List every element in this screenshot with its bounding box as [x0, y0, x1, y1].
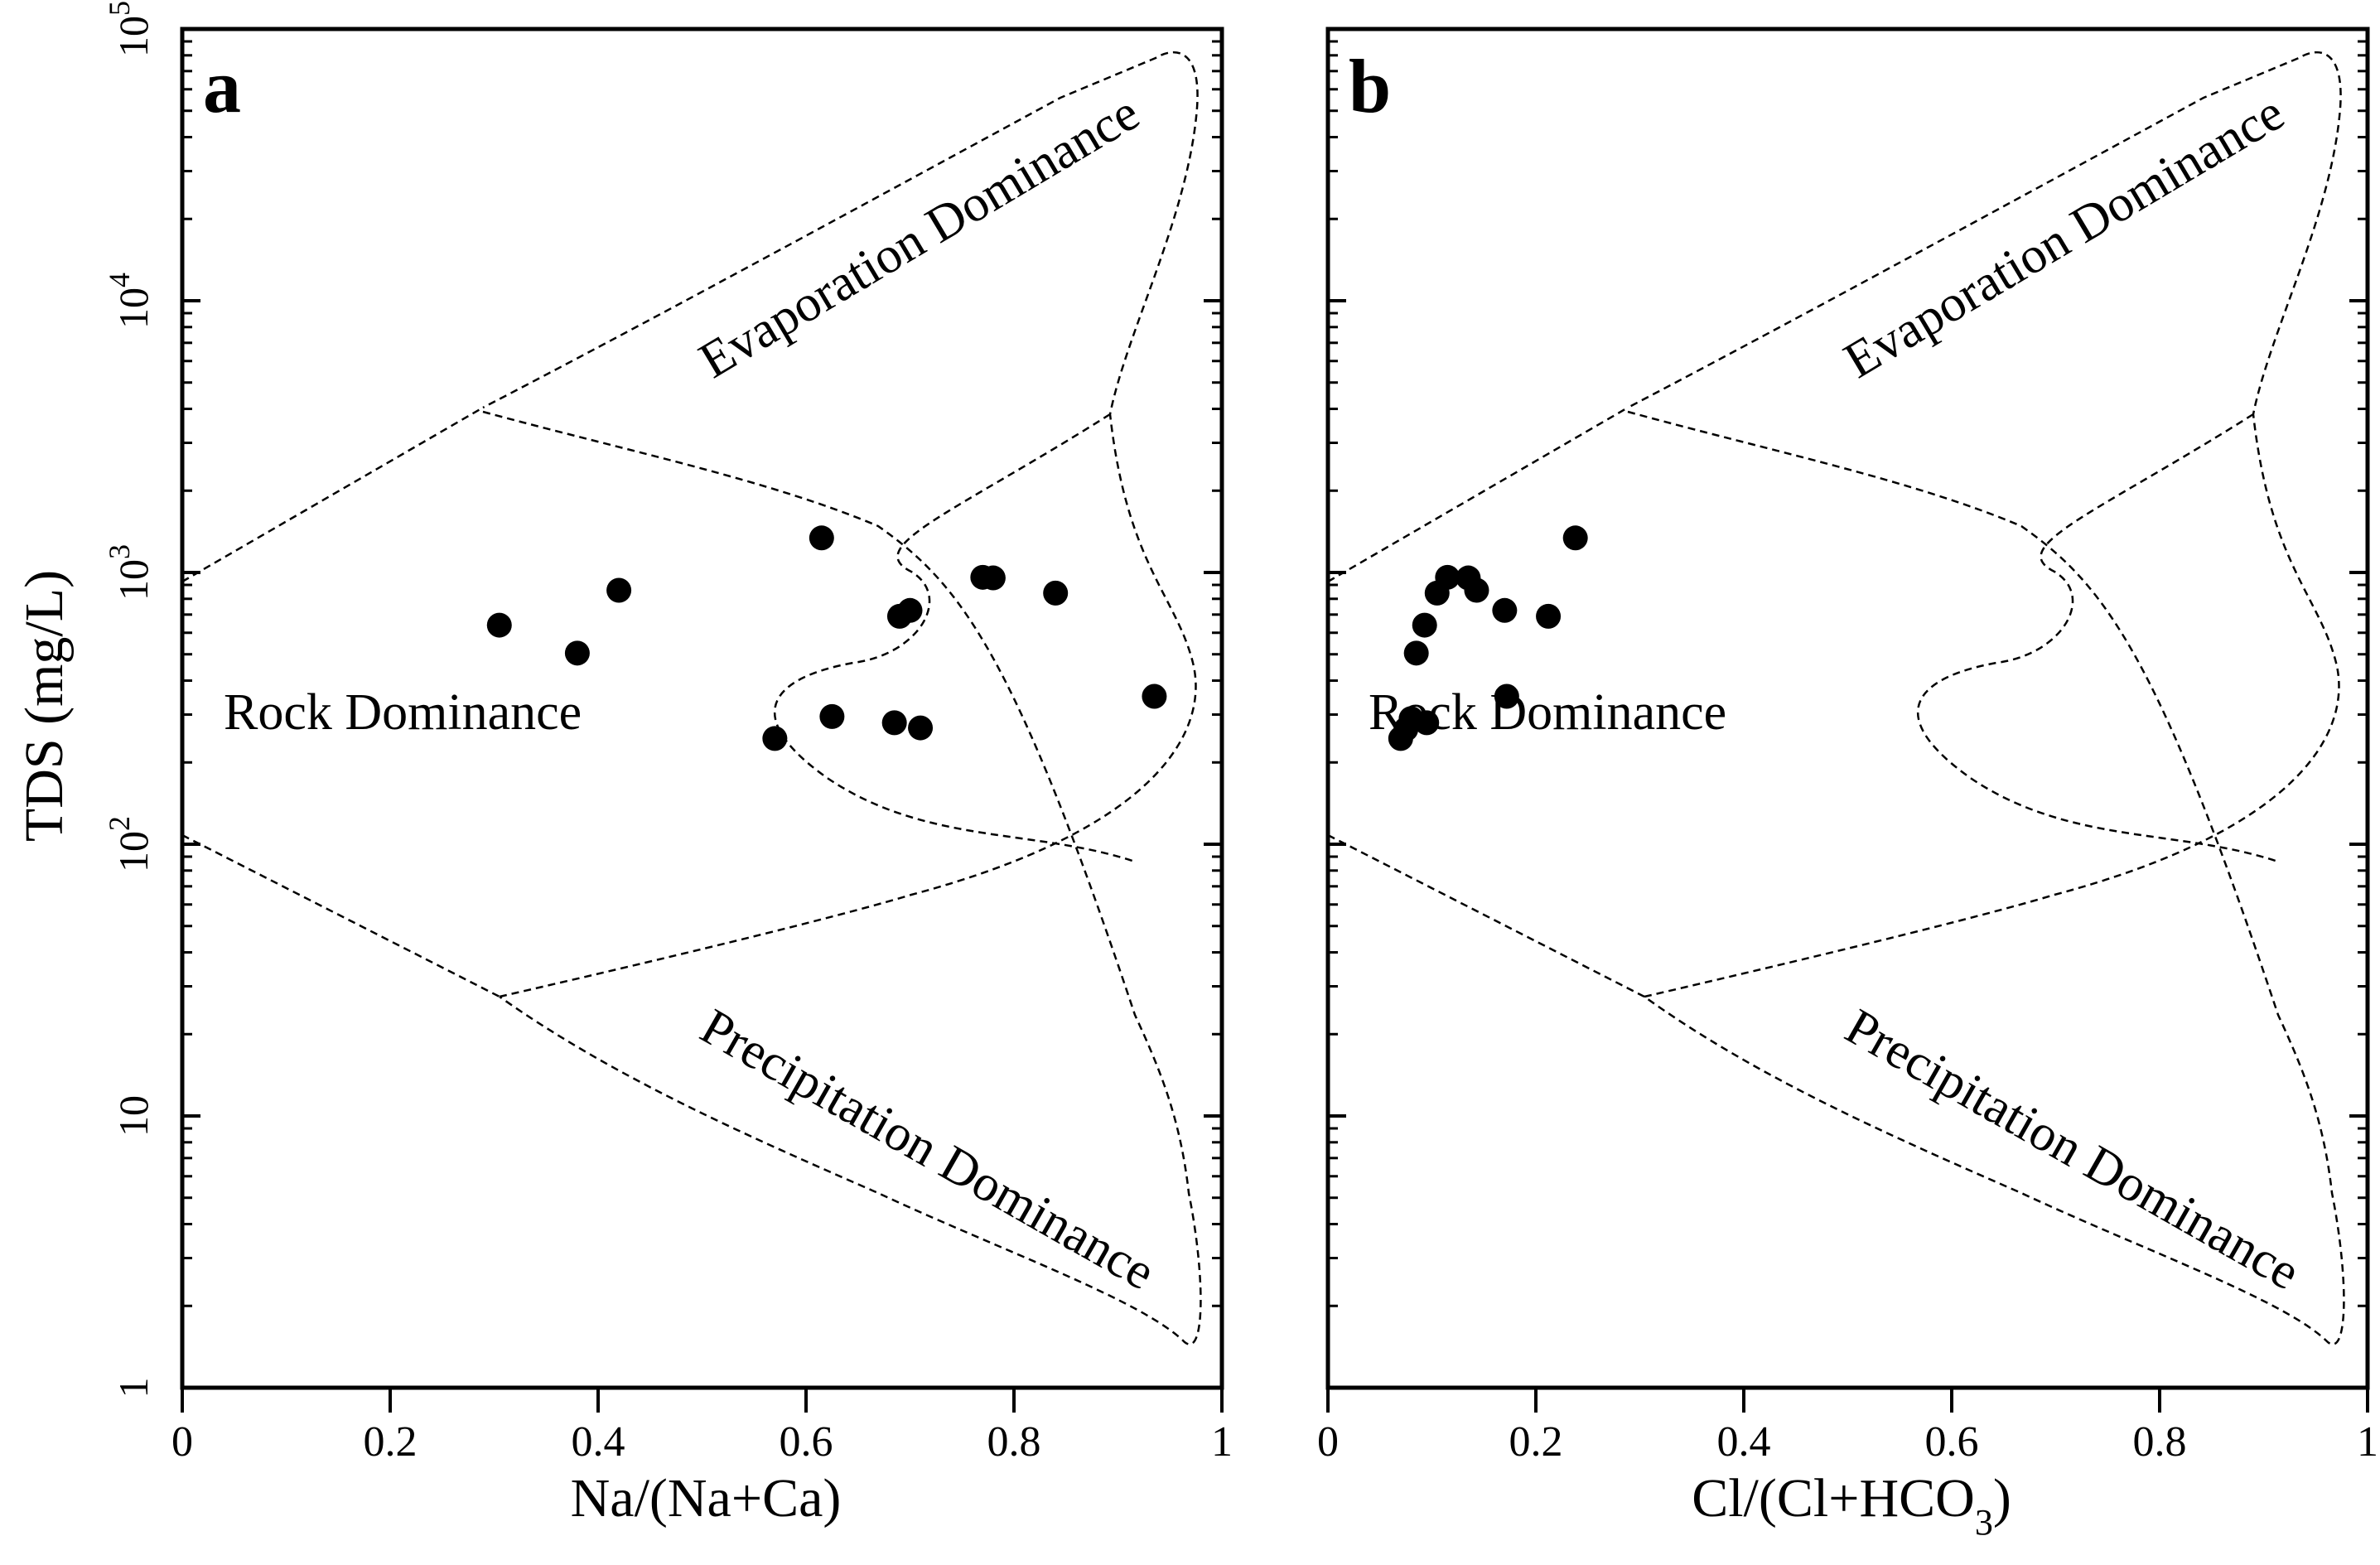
x-tick-label: 0.4 [572, 1418, 625, 1466]
x-tick-label: 0 [171, 1418, 193, 1466]
data-point [1494, 683, 1519, 709]
region-evaporation-b: Evaporation Dominance [1835, 85, 2294, 389]
plot-frame-a [180, 27, 1224, 1390]
panel-a: 1 10 102 103 104 105 0 0.2 0.4 0.6 0.8 1 a Evapora… [103, 1, 1233, 1529]
x-tick-label: 0 [1317, 1418, 1339, 1466]
data-point [1043, 580, 1069, 606]
data-point [1464, 577, 1489, 603]
x-tick-label: 1 [2357, 1418, 2378, 1466]
y-tick-label: 102 [103, 816, 157, 872]
y-tick-label: 10 [110, 1095, 157, 1137]
y-axis-label: TDS (mg/L) [14, 570, 75, 842]
region-rock-a: Rock Dominance [224, 684, 582, 741]
envelope-a [181, 51, 1202, 1345]
y-ticks-b [1328, 27, 2368, 1389]
x-tick-label: 0.4 [1717, 1418, 1771, 1466]
x-axis-label-b: Cl/(Cl+HCO3) [1692, 1468, 2011, 1543]
y-tick-label: 1 [110, 1378, 157, 1398]
panel-label-b: b [1349, 44, 1391, 128]
x-tick-label: 0.6 [780, 1418, 833, 1466]
region-precipitation-b: Precipitation Dominance [1837, 998, 2310, 1301]
data-point [819, 703, 845, 729]
data-point [809, 525, 834, 551]
panel-label-a: a [203, 44, 241, 128]
region-precipitation-a: Precipitation Dominance [692, 998, 1165, 1301]
data-point [1536, 603, 1562, 629]
data-point [897, 597, 923, 623]
x-ticks-b: 0 0.2 0.4 0.6 0.8 1 [1317, 1388, 2378, 1466]
x-tick-label: 1 [1211, 1418, 1233, 1466]
data-point [762, 726, 788, 751]
data-point [1562, 525, 1588, 551]
x-ticks-a: 0 0.2 0.4 0.6 0.8 1 [171, 1388, 1233, 1466]
y-tick-label: 103 [103, 544, 157, 601]
x-tick-label: 0.8 [987, 1418, 1041, 1466]
x-axis-label-a: Na/(Na+Ca) [571, 1468, 842, 1529]
points-b [1388, 525, 1588, 751]
data-point [1403, 640, 1429, 666]
data-point [881, 710, 907, 736]
data-point [1492, 597, 1518, 623]
data-point [564, 640, 590, 666]
region-rock-b: Rock Dominance [1369, 684, 1726, 741]
y-tick-label: 104 [103, 273, 157, 329]
y-tick-label: 105 [103, 1, 157, 57]
x-tick-label: 0.2 [364, 1418, 418, 1466]
x-axis-label-b-sub: 3 [1975, 1502, 1993, 1543]
x-tick-label: 0.6 [1925, 1418, 1979, 1466]
data-point [606, 577, 632, 603]
panel-b: 0 0.2 0.4 0.6 0.8 1 b Evaporation Dominance R… [1317, 27, 2378, 1543]
y-ticks-a: 1 10 102 103 104 105 [103, 1, 1222, 1398]
region-evaporation-a: Evaporation Dominance [690, 85, 1149, 389]
data-point [908, 715, 934, 741]
x-axis-label-b-end: ) [1993, 1468, 2011, 1529]
x-axis-label-b-main: Cl/(Cl+HCO [1692, 1468, 1975, 1529]
data-point [980, 565, 1006, 591]
data-point [1435, 564, 1460, 590]
points-a [486, 525, 1167, 751]
data-point [1412, 612, 1437, 638]
data-point [486, 612, 512, 638]
x-tick-label: 0.8 [2133, 1418, 2187, 1466]
x-tick-label: 0.2 [1509, 1418, 1563, 1466]
data-point [1142, 683, 1167, 709]
envelope-b [1327, 51, 2345, 1345]
data-point [1414, 710, 1440, 736]
plot-frame-b [1325, 27, 2370, 1390]
